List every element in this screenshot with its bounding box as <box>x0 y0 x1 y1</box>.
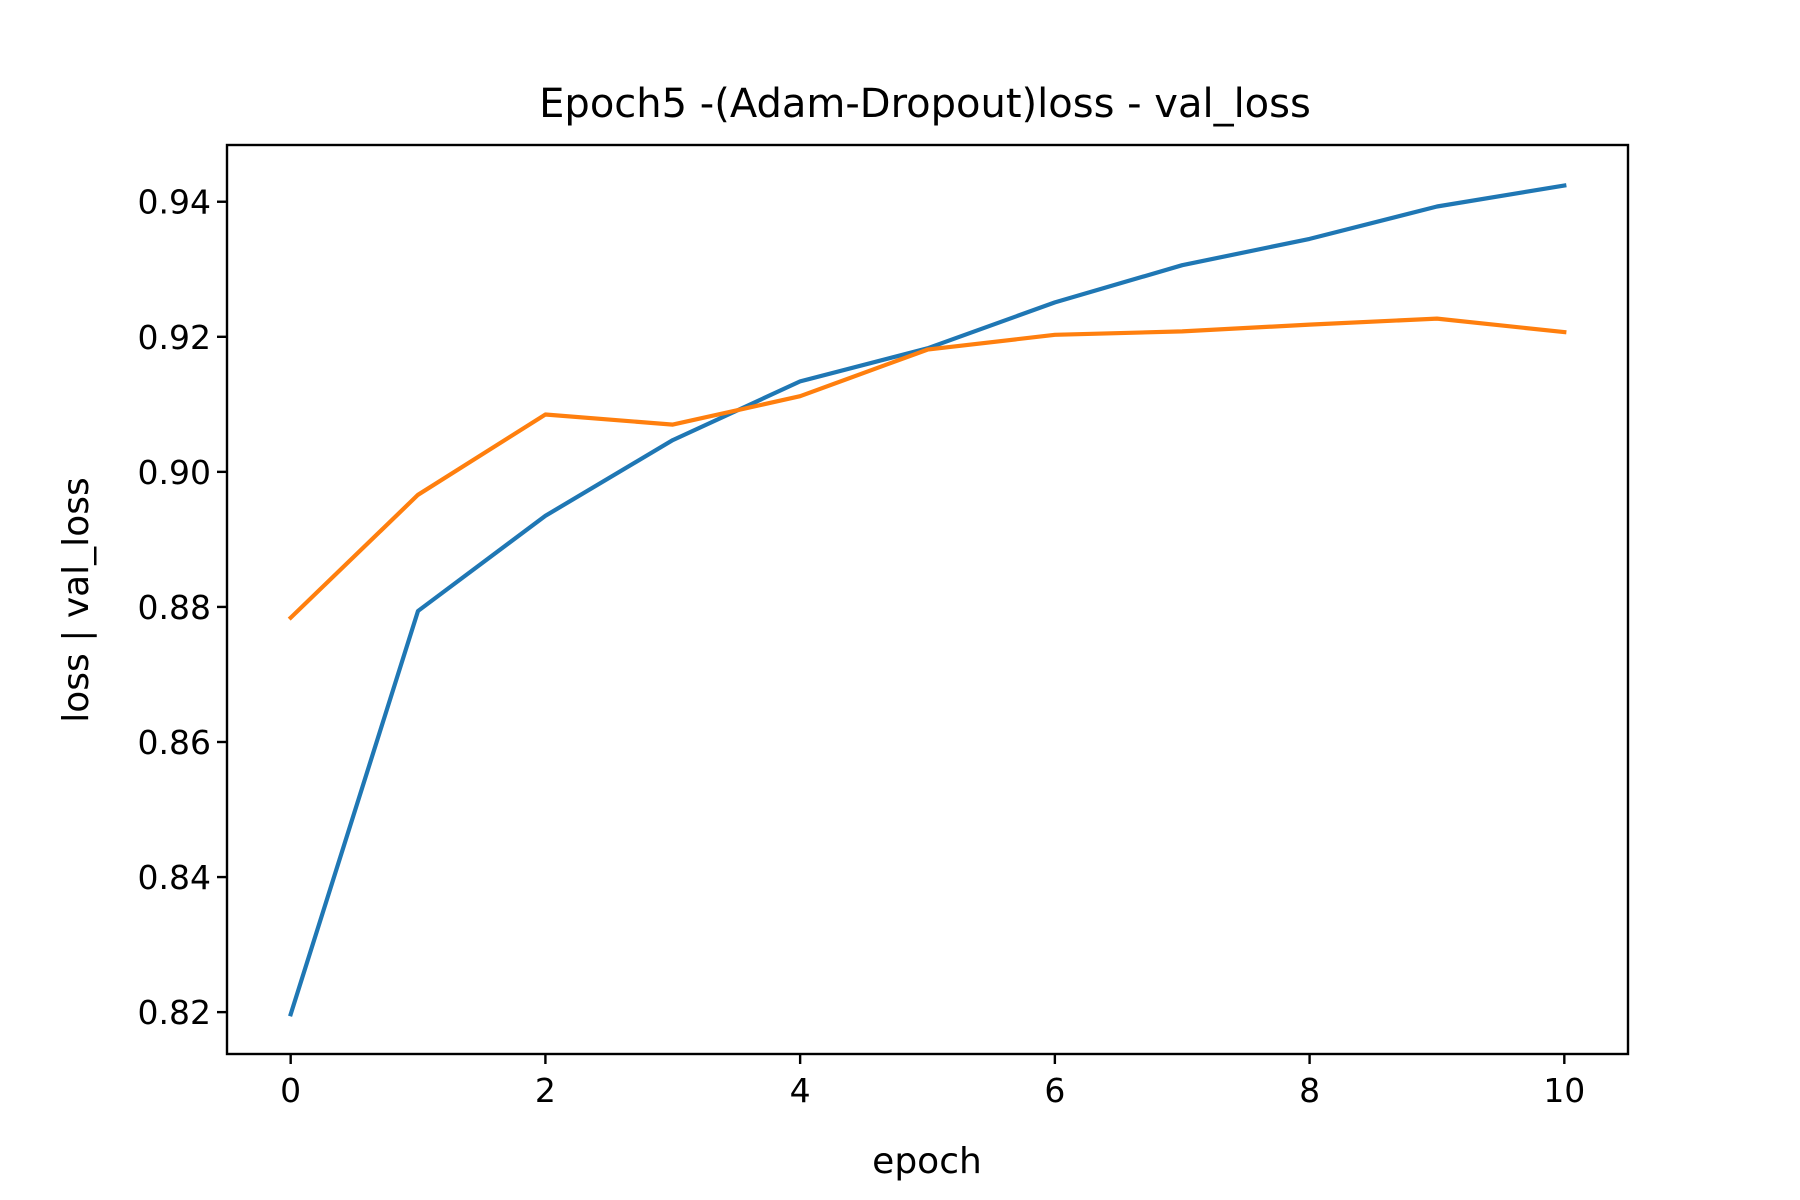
y-tick-label: 0.88 <box>138 588 211 627</box>
y-tick-label: 0.94 <box>138 183 211 222</box>
x-tick-label: 2 <box>535 1071 556 1110</box>
plot-area <box>287 183 1567 1017</box>
y-tick-label: 0.92 <box>138 318 211 357</box>
y-tick-label: 0.84 <box>138 858 211 897</box>
series-line-1 <box>288 183 1567 1017</box>
axes-frame <box>225 143 1630 1056</box>
x-tick-label: 4 <box>790 1071 811 1110</box>
y-axis-label: loss | val_loss <box>56 477 97 722</box>
x-axis: 0 2 4 6 8 10 <box>280 1054 1585 1110</box>
x-tick-label: 6 <box>1044 1071 1065 1110</box>
series-line-2 <box>287 316 1567 621</box>
y-tick-label: 0.90 <box>138 453 211 492</box>
chart-title: Epoch5 -(Adam-Dropout)loss - val_loss <box>539 81 1311 127</box>
y-axis: 0.82 0.84 0.86 0.88 0.90 0.92 0.94 <box>138 183 227 1032</box>
x-tick-label: 8 <box>1299 1071 1320 1110</box>
y-tick-label: 0.82 <box>138 993 211 1032</box>
y-tick-label: 0.86 <box>138 723 211 762</box>
x-axis-label: epoch <box>872 1141 982 1182</box>
x-tick-label: 10 <box>1543 1071 1585 1110</box>
x-tick-label: 0 <box>280 1071 301 1110</box>
